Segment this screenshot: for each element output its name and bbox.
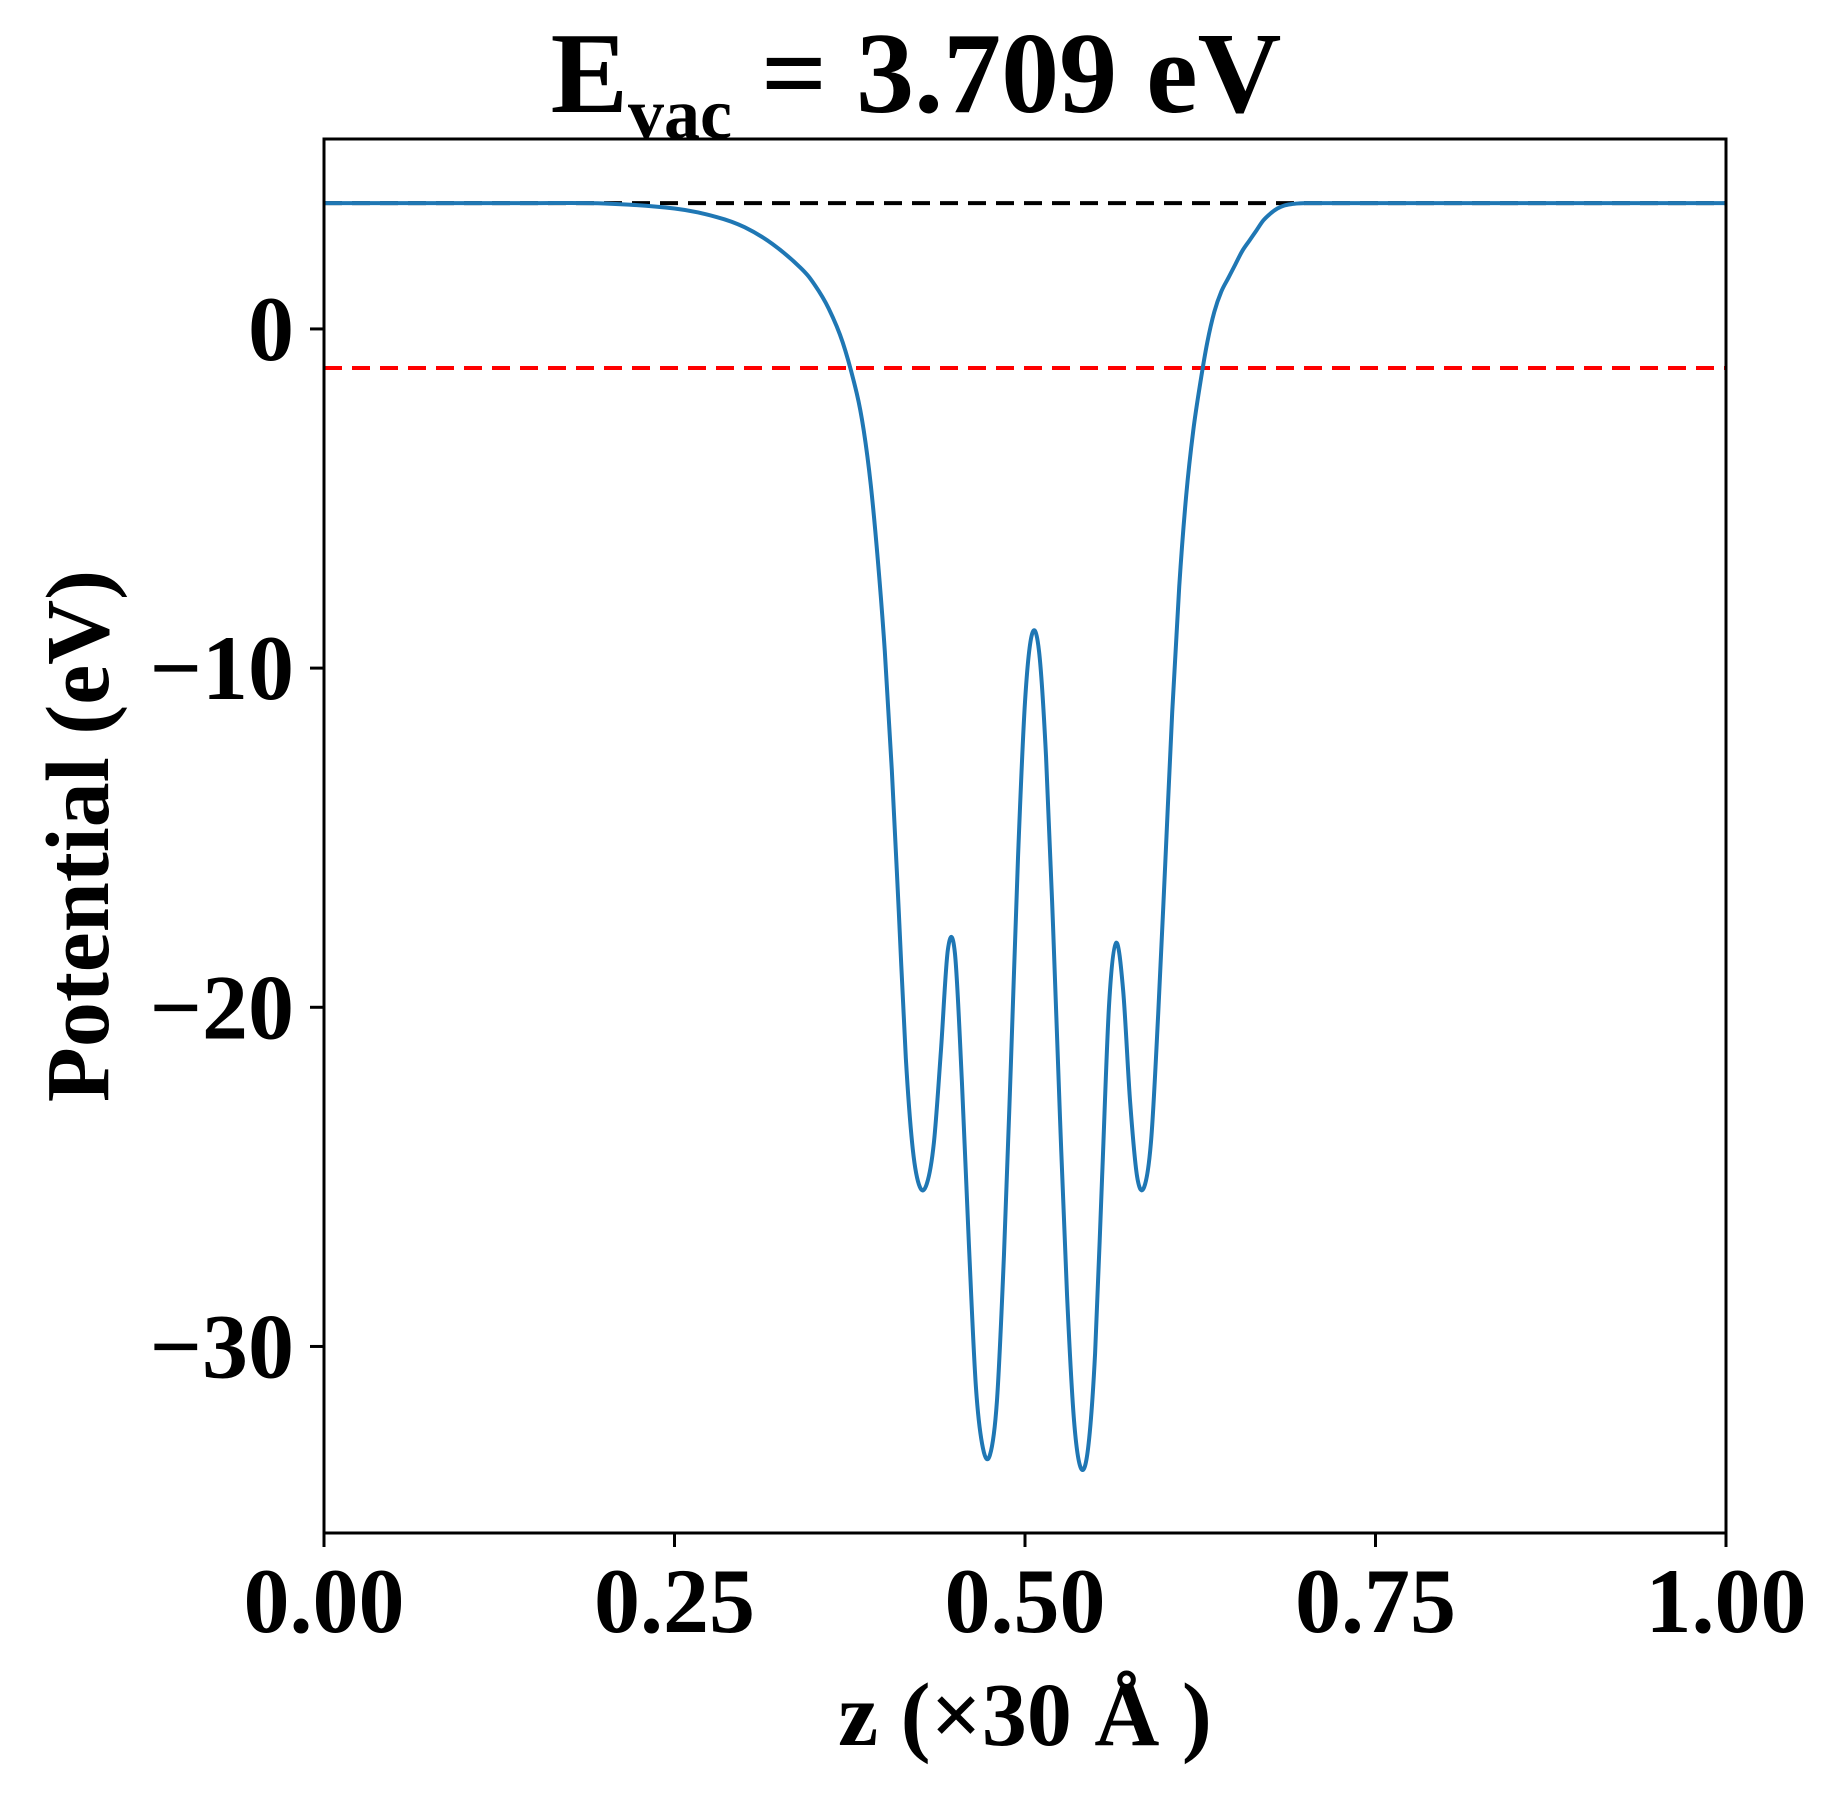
y-tick-label-2: −20 (150, 956, 294, 1058)
plot-area (324, 200, 1726, 1472)
x-tick-label-3: 0.75 (1295, 1550, 1456, 1652)
x-axis: 0.00 0.25 0.50 0.75 1.00 (244, 1533, 1807, 1652)
chart-title-subscript: vac (628, 74, 732, 154)
x-tick-label-2: 0.50 (945, 1550, 1106, 1652)
y-tick-label-3: −30 (150, 1295, 294, 1397)
plot-frame (322, 137, 1728, 1535)
chart-title-rest: = 3.709 eV (732, 10, 1281, 138)
y-axis-label: Potential (eV) (29, 570, 128, 1102)
x-tick-label-1: 0.25 (594, 1550, 755, 1652)
y-axis: 0 −10 −20 −30 (150, 278, 324, 1397)
y-tick-label-0: 0 (248, 278, 294, 380)
x-tick-label-4: 1.00 (1646, 1550, 1807, 1652)
series-line-0 (324, 200, 1726, 1472)
chart-title: Evac = 3.709 eV (551, 10, 1282, 154)
x-tick-label-0: 0.00 (244, 1550, 405, 1652)
chart-title-main: E (551, 10, 628, 138)
y-tick-label-1: −10 (150, 617, 294, 719)
x-axis-label: z (×30 Å ) (838, 1666, 1212, 1765)
